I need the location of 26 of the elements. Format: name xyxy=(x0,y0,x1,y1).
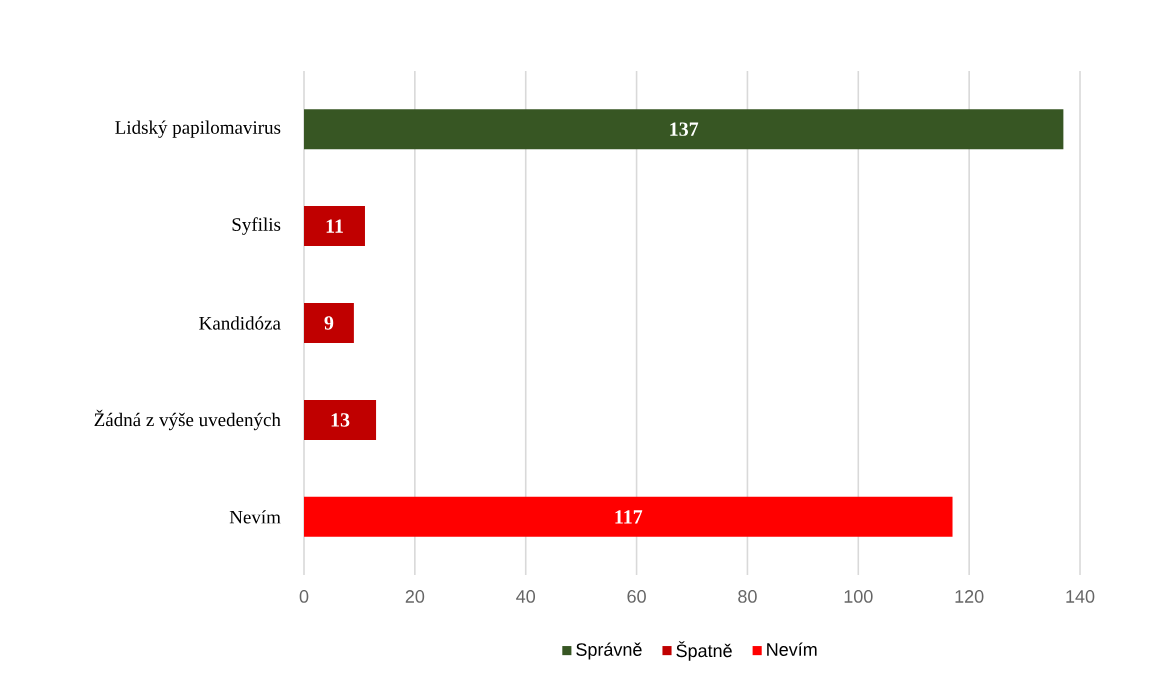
bar xyxy=(304,496,953,537)
data-label: 13 xyxy=(331,413,350,427)
x-tick-label: 0 xyxy=(299,590,309,603)
x-tick-label: 80 xyxy=(738,590,757,603)
data-label: 117 xyxy=(615,510,643,524)
bar xyxy=(304,303,354,344)
y-tick-label: Syfilis xyxy=(232,217,281,235)
bar xyxy=(304,109,1064,150)
legend-label: Správně xyxy=(576,642,642,660)
legend-label: Nevím xyxy=(767,642,817,656)
x-tick-label: 100 xyxy=(844,590,873,603)
y-tick-label: Lidský papilomavirus xyxy=(115,120,281,138)
data-label: 137 xyxy=(670,122,699,136)
bar xyxy=(304,399,377,440)
data-label: 11 xyxy=(326,219,343,233)
bar xyxy=(304,206,365,247)
y-tick-label: Kandidóza xyxy=(199,316,281,330)
x-tick-label: 40 xyxy=(516,590,536,603)
x-tick-label: 20 xyxy=(405,590,425,603)
y-tick-label: Žádná z výše uvedených xyxy=(94,409,281,431)
x-tick-label: 120 xyxy=(955,590,984,603)
x-tick-label: 140 xyxy=(1066,590,1095,603)
legend-label: Špatně xyxy=(676,641,732,661)
x-tick-label: 60 xyxy=(627,590,646,603)
data-label: 9 xyxy=(324,316,334,330)
y-tick-label: Nevím xyxy=(229,510,281,524)
